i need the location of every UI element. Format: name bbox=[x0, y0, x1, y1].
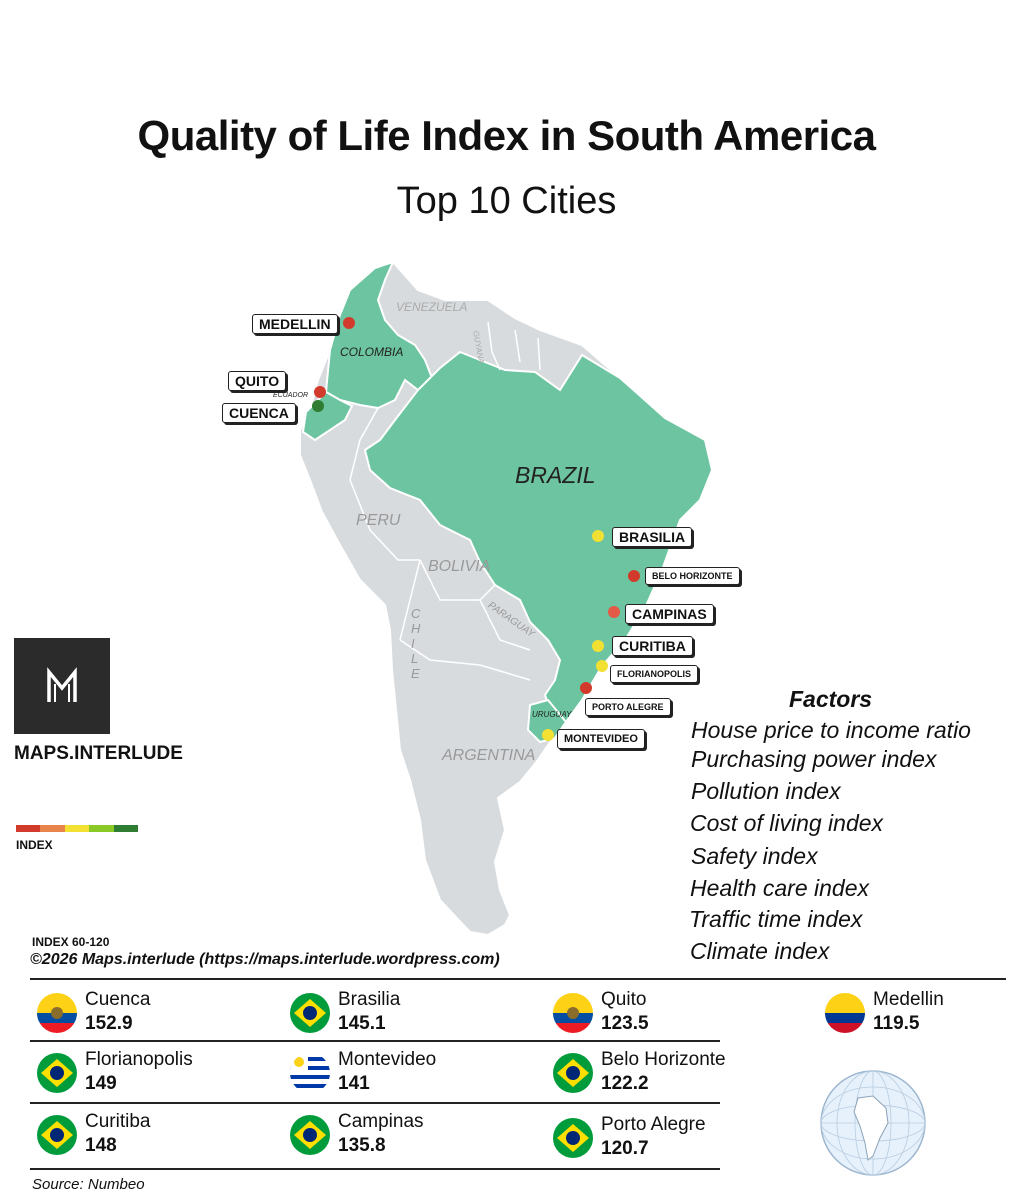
country-label-brazil: BRAZIL bbox=[515, 462, 596, 488]
factor-item: Health care index bbox=[690, 875, 869, 901]
map-label-belo-horizonte: BELO HORIZONTE bbox=[645, 567, 740, 585]
uruguay-flag-icon bbox=[290, 1053, 330, 1093]
country-borders bbox=[349, 321, 541, 681]
brazil-flag-icon bbox=[290, 1115, 330, 1155]
cuenca-dot bbox=[312, 400, 324, 412]
ranking-score: 145.1 bbox=[338, 1013, 386, 1034]
ranking-score: 119.5 bbox=[873, 1013, 920, 1034]
country-label-peru: PERU bbox=[356, 512, 401, 529]
curitiba-dot bbox=[592, 640, 604, 652]
copyright-notice: ©2026 Maps.interlude (https://maps.inter… bbox=[30, 951, 500, 968]
brazil-flag-icon bbox=[290, 993, 330, 1033]
ranking-score: 135.8 bbox=[338, 1135, 386, 1156]
map-label-florianopolis: FLORIANOPOLIS bbox=[610, 665, 698, 683]
legend-label: INDEX bbox=[16, 838, 53, 852]
ecuador-flag-icon bbox=[553, 993, 593, 1033]
factor-item: Traffic time index bbox=[689, 906, 863, 932]
ranking-city-name: Porto Alegre bbox=[601, 1114, 706, 1135]
ranking-city-name: Curitiba bbox=[85, 1111, 151, 1132]
ranking-score: 152.9 bbox=[85, 1013, 133, 1034]
belo-horizonte-dot bbox=[628, 570, 640, 582]
map-label-cuenca: CUENCA bbox=[222, 403, 296, 423]
brasilia-dot bbox=[592, 530, 604, 542]
campinas-dot bbox=[608, 606, 620, 618]
divider-line bbox=[30, 1040, 720, 1042]
colombia-flag-icon bbox=[825, 993, 865, 1033]
map-label-quito: QUITO bbox=[228, 371, 287, 391]
ranking-city-name: Medellin bbox=[873, 989, 944, 1010]
divider-line bbox=[30, 1168, 720, 1170]
brazil-flag-icon bbox=[37, 1053, 77, 1093]
map-label-porto-alegre: PORTO ALEGRE bbox=[585, 698, 671, 716]
uruguay-region bbox=[526, 698, 568, 744]
montevideo-dot bbox=[542, 729, 554, 741]
divider-line bbox=[30, 978, 1006, 980]
ranking-city-name: Florianopolis bbox=[85, 1049, 193, 1070]
south-america-map bbox=[299, 260, 714, 937]
scale-swatch-green bbox=[113, 825, 139, 832]
factor-item: Pollution index bbox=[691, 778, 841, 804]
ecuador-flag-icon bbox=[37, 993, 77, 1033]
page-subtitle: Top 10 Cities bbox=[396, 180, 617, 222]
ranking-score: 122.2 bbox=[601, 1073, 649, 1094]
country-label-argentina: ARGENTINA bbox=[442, 747, 536, 764]
ranking-city-name: Cuenca bbox=[85, 989, 151, 1010]
ranking-city-name: Campinas bbox=[338, 1111, 424, 1132]
factor-item: House price to income ratio bbox=[691, 717, 971, 743]
country-label-ecuador: ECUADOR bbox=[273, 392, 309, 399]
quito-dot bbox=[314, 386, 326, 398]
brazil-flag-icon bbox=[37, 1115, 77, 1155]
factor-item: Purchasing power index bbox=[691, 746, 937, 772]
factor-item: Safety index bbox=[691, 843, 818, 869]
country-label-chile: CHILE bbox=[411, 606, 421, 681]
ranking-score: 123.5 bbox=[601, 1013, 649, 1034]
medellin-dot bbox=[343, 317, 355, 329]
factors-title: Factors bbox=[789, 686, 873, 712]
brazil-region bbox=[363, 350, 714, 724]
scale-swatch-red bbox=[16, 825, 41, 832]
scale-swatch-yellow bbox=[64, 825, 90, 832]
map-label-brasilia: BRASILIA bbox=[612, 527, 693, 547]
brand-name: MAPS.INTERLUDE bbox=[14, 743, 183, 764]
brand-logo bbox=[14, 638, 110, 734]
index-range-label: INDEX 60-120 bbox=[32, 935, 110, 949]
source-note: Source: Numbeo bbox=[32, 1176, 145, 1193]
factor-item: Climate index bbox=[690, 938, 830, 964]
brand-logo-m-icon bbox=[47, 667, 77, 702]
country-label-uruguay: URUGUAY bbox=[532, 710, 572, 719]
porto-alegre-dot bbox=[580, 682, 592, 694]
ranking-score: 141 bbox=[338, 1073, 370, 1094]
scale-swatch-lightgreen bbox=[89, 825, 114, 832]
map-label-curitiba: CURITIBA bbox=[612, 636, 693, 656]
country-label-bolivia: BOLIVIA bbox=[428, 558, 491, 575]
country-label-venezuela: VENEZUELA bbox=[396, 300, 468, 314]
ranking-score: 120.7 bbox=[601, 1138, 649, 1159]
map-label-montevideo: MONTEVIDEO bbox=[557, 729, 645, 749]
brazil-flag-icon bbox=[553, 1053, 593, 1093]
ranking-city-name: Quito bbox=[601, 989, 647, 1010]
florianopolis-dot bbox=[596, 660, 608, 672]
country-label-colombia: COLOMBIA bbox=[340, 345, 404, 359]
ranking-city-name: Montevideo bbox=[338, 1049, 437, 1070]
scale-swatch-orange bbox=[40, 825, 65, 832]
brazil-flag-icon bbox=[553, 1118, 593, 1158]
ranking-score: 149 bbox=[85, 1073, 117, 1094]
index-color-scale bbox=[16, 825, 139, 832]
factor-item: Cost of living index bbox=[690, 810, 884, 836]
map-label-medellin: MEDELLIN bbox=[252, 314, 338, 334]
globe-icon bbox=[820, 1070, 926, 1176]
ranking-city-name: Belo Horizonte bbox=[601, 1049, 726, 1070]
page-title: Quality of Life Index in South America bbox=[137, 112, 876, 159]
divider-line bbox=[30, 1102, 720, 1104]
map-label-campinas: CAMPINAS bbox=[625, 604, 714, 624]
ranking-city-name: Brasilia bbox=[338, 989, 401, 1010]
ranking-score: 148 bbox=[85, 1135, 117, 1156]
